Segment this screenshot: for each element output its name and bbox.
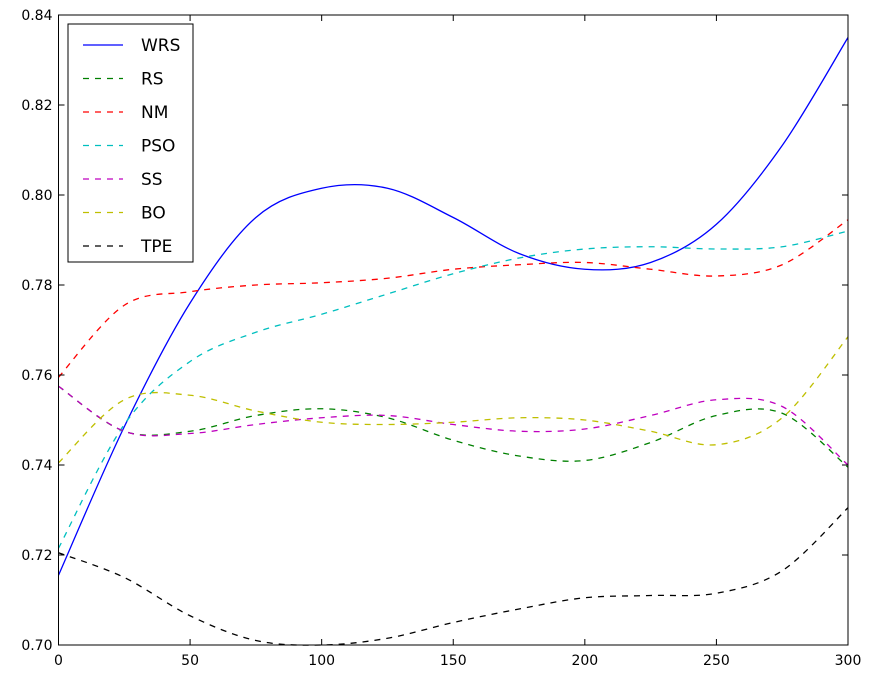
x-tick-label: 200: [571, 653, 598, 669]
legend-label-ss: SS: [141, 170, 163, 190]
x-tick-label: 0: [54, 653, 63, 669]
ticks-layer: 0 50 100 150 200 250 300 0.70 0.72 0.74 0.76 0.78 0.…: [21, 8, 861, 669]
series-line-tpe: [58, 507, 849, 646]
series-line-ss: [58, 385, 849, 466]
series-line-rs: [58, 385, 849, 468]
y-tick-label: 0.78: [21, 278, 52, 294]
series-line-bo: [58, 336, 849, 464]
y-tick-label: 0.74: [21, 458, 52, 474]
series-line-wrs: [57, 37, 849, 576]
legend-label-tpe: TPE: [140, 237, 172, 257]
legend-label-nm: NM: [141, 103, 168, 123]
series-layer: [57, 37, 849, 646]
y-tick-label: 0.70: [21, 638, 52, 654]
legend-label-pso: PSO: [141, 137, 175, 157]
y-tick-label: 0.72: [21, 548, 52, 564]
x-tick-label: 100: [308, 653, 335, 669]
legend-box: [67, 23, 194, 263]
legend-label-wrs: WRS: [141, 36, 180, 56]
y-tick-label: 0.76: [21, 368, 52, 384]
x-tick-label: 250: [703, 653, 730, 669]
x-tick-label: 50: [181, 653, 199, 669]
legend: WRS RS NM PSO SS BO TPE: [67, 23, 194, 263]
x-tick-label: 300: [835, 653, 862, 669]
y-tick-label: 0.80: [21, 188, 52, 204]
legend-label-rs: RS: [141, 70, 164, 90]
legend-label-bo: BO: [141, 204, 166, 224]
y-tick-label: 0.84: [21, 8, 52, 24]
x-tick-label: 150: [440, 653, 467, 669]
y-tick-label: 0.82: [21, 98, 52, 114]
